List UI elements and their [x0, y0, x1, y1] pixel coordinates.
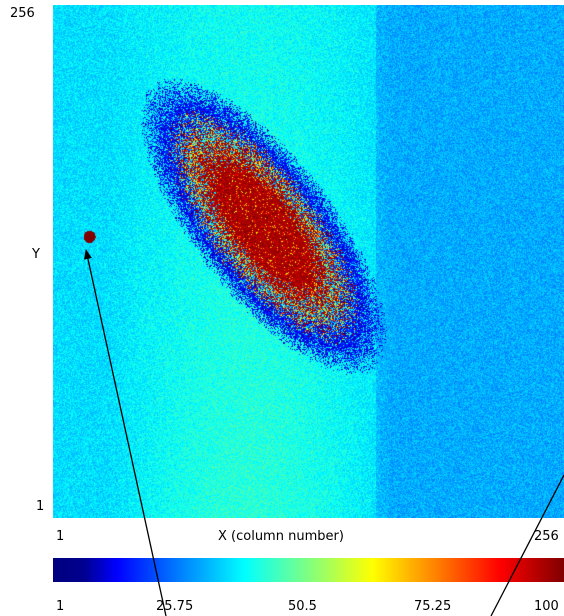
colorbar-tick-label: 25.75 [156, 599, 194, 614]
heatmap-image [53, 5, 564, 518]
x-tick-min: 1 [56, 529, 65, 544]
y-axis-label: Y [32, 247, 40, 262]
x-axis-label: X (column number) [218, 529, 344, 544]
y-tick-max: 256 [10, 6, 35, 21]
colorbar-tick-label: 100 [534, 599, 559, 614]
heatmap-plot-area [53, 5, 564, 518]
x-tick-max: 256 [534, 529, 559, 544]
y-tick-min: 1 [36, 499, 45, 514]
colorbar-tick-label: 75.25 [414, 599, 452, 614]
colorbar [53, 558, 564, 582]
colorbar-tick-label: 1 [56, 599, 65, 614]
colorbar-tick-label: 50.5 [288, 599, 317, 614]
